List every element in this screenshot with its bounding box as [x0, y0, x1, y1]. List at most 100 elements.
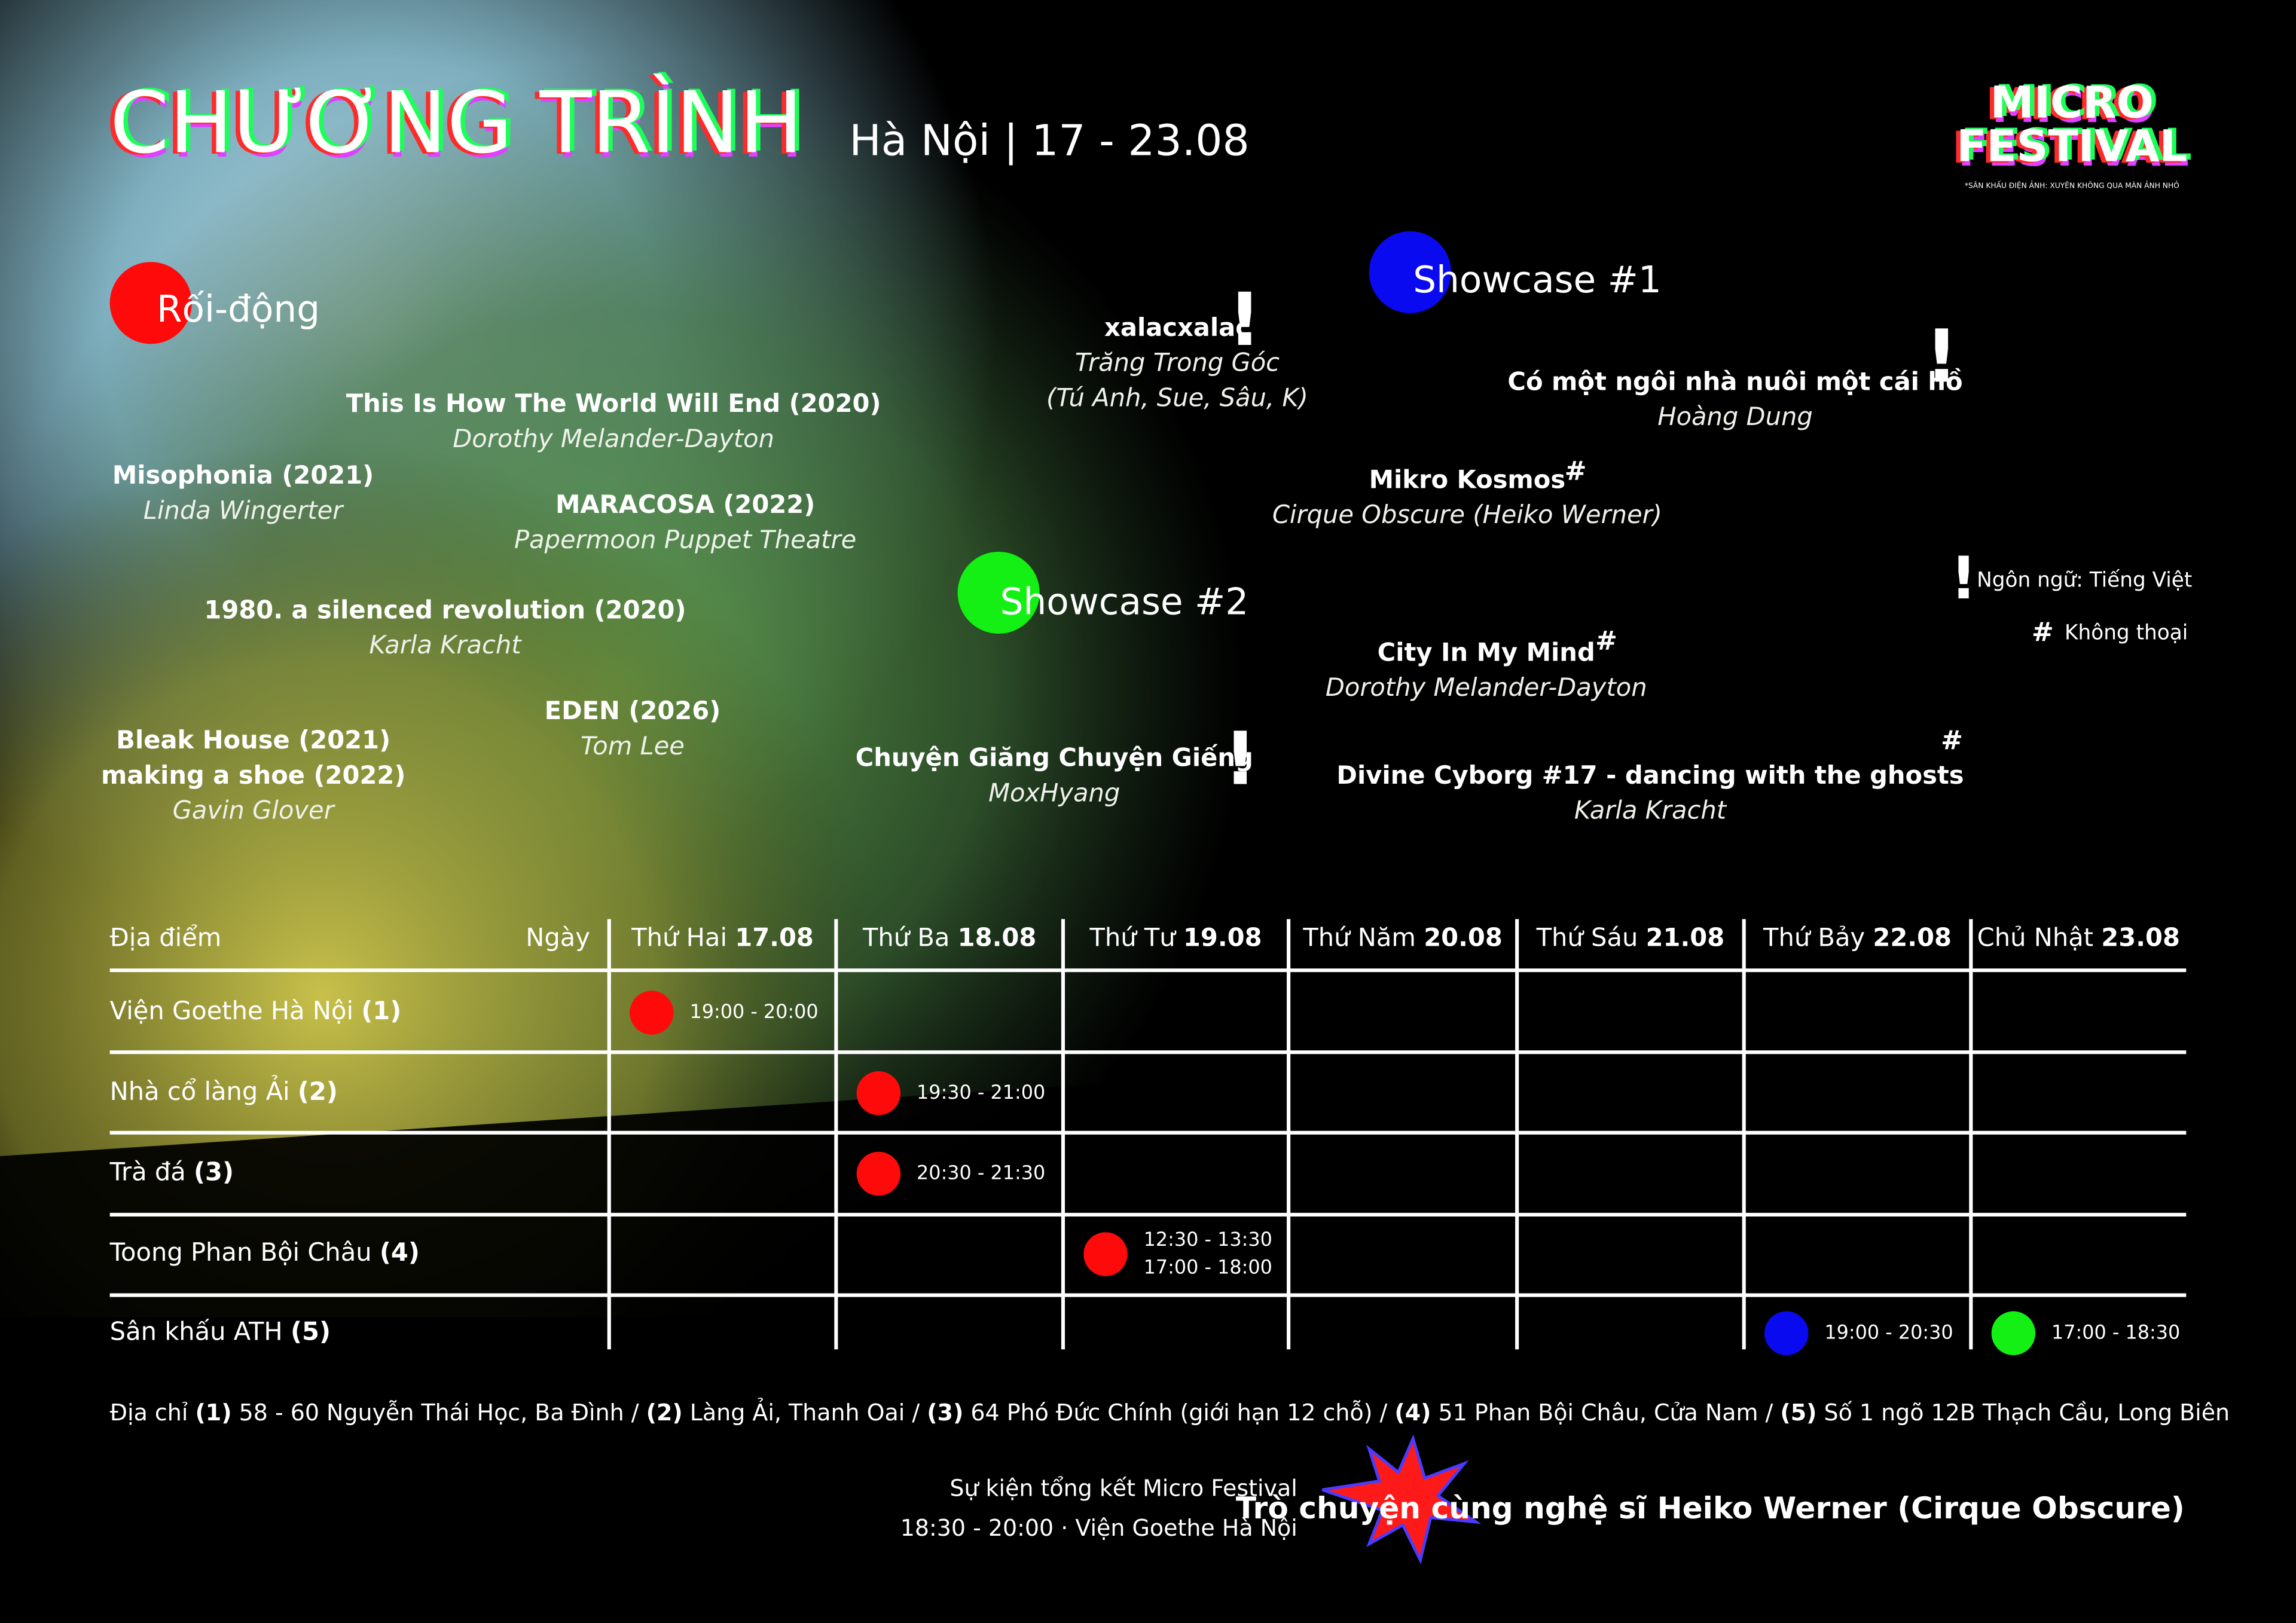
work-mark: # — [1565, 456, 1587, 487]
day-name: Thứ Hai — [631, 923, 727, 952]
address-text: 64 Phó Đức Chính (giới hạn 12 chỗ) — [970, 1399, 1372, 1425]
logo-line: FESTIVAL — [1956, 121, 2187, 172]
day-name: Thứ Sáu — [1536, 923, 1638, 952]
venue-num: (2) — [298, 1077, 338, 1106]
venue-name: Viện Goethe Hà Nội — [110, 996, 353, 1025]
day-name: Thứ Bảy — [1763, 923, 1865, 952]
legend-mark: ! — [1950, 545, 1977, 613]
work-mark: # — [1595, 626, 1617, 656]
work-title: making a shoe (2022) — [101, 760, 405, 790]
venue-name: Toong Phan Bội Châu — [109, 1237, 372, 1267]
program-label: Showcase #2 — [1000, 581, 1249, 623]
work-artist: Papermoon Puppet Theatre — [514, 525, 856, 554]
work-title: Bleak House (2021) — [116, 725, 390, 754]
work-title: This Is How The World Will End (2020) — [346, 389, 881, 418]
work-artist: Hoàng Dung — [1657, 402, 1812, 431]
work-mark: # — [1941, 725, 1963, 756]
legend-mark: # — [2032, 617, 2054, 647]
address-separator: / — [1380, 1399, 1388, 1425]
day-header: Ngày — [526, 923, 590, 952]
venue: Nhà cổ làng Ải (2) — [110, 1075, 338, 1106]
event-dot — [630, 991, 674, 1035]
star — [1321, 1434, 1482, 1564]
venue-name: Sân khấu ATH — [110, 1316, 283, 1346]
day-label: Thứ Tư 19.08 — [1089, 923, 1262, 952]
address-separator: / — [631, 1399, 639, 1425]
title: CHƯƠNG TRÌNH — [110, 73, 803, 173]
day-label: Chủ Nhật 23.08 — [1977, 923, 2180, 952]
logo-line: MICRO — [1990, 77, 2154, 128]
work-title: Chuyện Giăng Chuyện Giếng — [856, 743, 1253, 772]
day-date: 21.08 — [1646, 923, 1725, 952]
work-artist: Dorothy Melander-Dayton — [453, 424, 774, 453]
footer-event: Sự kiện tổng kết Micro Festival — [949, 1475, 1297, 1502]
venue-header: Địa điểm — [110, 923, 222, 952]
day-date: 18.08 — [958, 923, 1037, 952]
work-title: Mikro Kosmos — [1369, 464, 1566, 494]
program-dot — [1369, 231, 1451, 313]
work-title: Misophonia (2021) — [112, 460, 374, 490]
venue-num: (3) — [194, 1157, 234, 1186]
day-label: Thứ Hai 17.08 — [631, 923, 814, 952]
address-separator: / — [912, 1399, 920, 1425]
work-artist: Tom Lee — [581, 731, 685, 760]
legend-text: Ngôn ngữ: Tiếng Việt — [1977, 568, 2192, 592]
addresses: Địa chỉ (1) 58 - 60 Nguyễn Thái Học, Ba … — [110, 1398, 2230, 1425]
day-date: 17.08 — [735, 923, 814, 952]
day-name: Chủ Nhật — [1977, 923, 2093, 952]
event-time: 19:00 - 20:00 — [689, 1000, 818, 1023]
address-num: (5) — [1780, 1399, 1816, 1425]
work-artist: (Tú Anh, Sue, Sâu, K) — [1046, 383, 1308, 412]
address-num: (1) — [195, 1399, 231, 1425]
work-artist: Karla Kracht — [369, 630, 522, 659]
program-label: Showcase #1 — [1413, 259, 1662, 301]
day-name: Thứ Năm — [1302, 923, 1416, 952]
venue-num: (5) — [291, 1316, 331, 1346]
address-num: (4) — [1394, 1399, 1431, 1425]
day-label: Thứ Bảy 22.08 — [1763, 923, 1952, 952]
program-label: Rối-động — [157, 288, 320, 331]
work-title: 1980. a silenced revolution (2020) — [204, 595, 686, 624]
event-time: 17:00 - 18:00 — [1144, 1255, 1272, 1278]
logo-tagline: *SÂN KHẤU ĐIỆN ẢNH: XUYÊN KHÔNG QUA MÀN … — [1965, 180, 2179, 189]
work-title: EDEN (2026) — [545, 696, 721, 725]
event-time: 17:00 - 18:30 — [2051, 1321, 2180, 1343]
work-artist: MoxHyang — [988, 778, 1120, 807]
event-time: 19:30 - 21:00 — [917, 1081, 1045, 1104]
background-shadow — [0, 1083, 1464, 1623]
program-dot — [957, 551, 1040, 634]
event-time: 19:00 - 20:30 — [1824, 1321, 1953, 1343]
day-label: Thứ Năm 20.08 — [1302, 923, 1502, 952]
venue-name: Trà đá — [109, 1157, 186, 1186]
day-date: 23.08 — [2101, 923, 2180, 952]
day-name: Thứ Ba — [862, 923, 949, 952]
work-artist: Gavin Glover — [173, 796, 336, 825]
subtitle: Hà Nội | 17 - 23.08 — [849, 115, 1249, 166]
day-label: Thứ Ba 18.08 — [862, 923, 1036, 952]
event-dot — [1764, 1311, 1809, 1355]
event-dot — [856, 1151, 901, 1196]
address-label: Địa chỉ — [110, 1399, 188, 1425]
footer-talk: Trò chuyện cùng nghệ sĩ Heiko Werner (Ci… — [1236, 1490, 2185, 1526]
legend-text: Không thoại — [2065, 621, 2188, 645]
address-separator: / — [1766, 1399, 1773, 1425]
address-num: (3) — [927, 1399, 963, 1425]
venue: Toong Phan Bội Châu (4) — [109, 1237, 420, 1267]
venue: Viện Goethe Hà Nội (1) — [110, 996, 402, 1025]
venue-num: (4) — [380, 1237, 420, 1267]
work-mark: ! — [1223, 716, 1257, 802]
work-title: xalacxalac — [1104, 313, 1250, 342]
day-date: 22.08 — [1873, 923, 1952, 952]
work-artist: Trăng Trong Góc — [1075, 348, 1280, 377]
day-date: 19.08 — [1183, 923, 1262, 952]
work-title: Divine Cyborg #17 - dancing with the gho… — [1336, 760, 1964, 790]
venue: Sân khấu ATH (5) — [110, 1316, 331, 1346]
event-time: 12:30 - 13:30 — [1144, 1228, 1272, 1251]
work-artist: Linda Wingerter — [144, 496, 344, 525]
day-name: Thứ Tư — [1089, 923, 1177, 952]
address-text: Làng Ải, Thanh Oai — [690, 1398, 905, 1425]
footer-time: 18:30 - 20:00 · Viện Goethe Hà Nội — [900, 1515, 1297, 1541]
work-title: Có một ngôi nhà nuôi một cái hồ — [1507, 366, 1962, 396]
address-text: Số 1 ngõ 12B Thạch Cầu, Long Biên — [1824, 1399, 2230, 1425]
